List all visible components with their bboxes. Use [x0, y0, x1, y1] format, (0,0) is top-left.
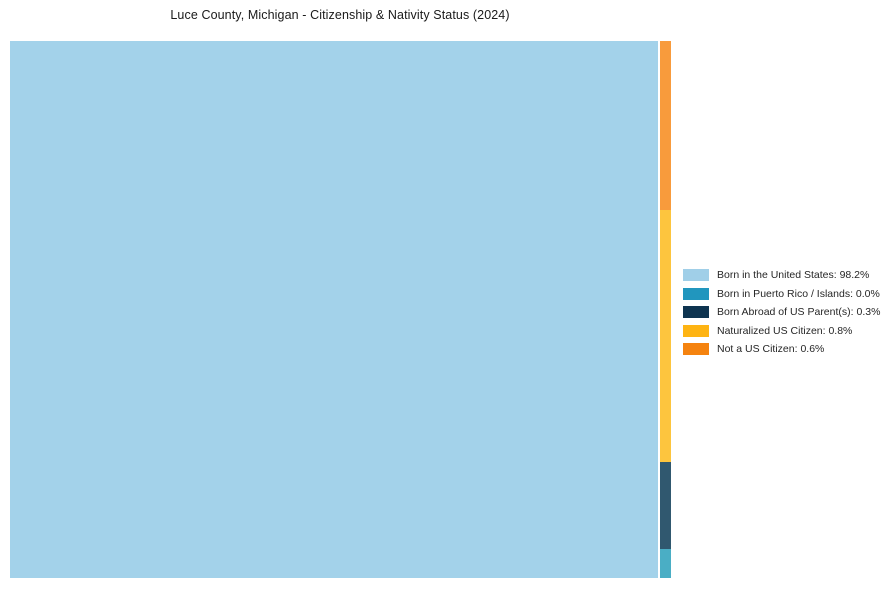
treemap-minor-strip	[659, 41, 671, 578]
treemap-segment-born-abroad-of-us-parent-s	[659, 461, 671, 549]
legend-item-naturalized-us-citizen: Naturalized US Citizen: 0.8%	[683, 322, 880, 341]
legend-label: Born in the United States: 98.2%	[717, 269, 870, 282]
legend-swatch-icon	[683, 269, 709, 282]
treemap-segment-naturalized-us-citizen	[659, 210, 671, 462]
treemap-segment-not-a-us-citizen	[659, 41, 671, 211]
legend-item-born-in-puerto-rico-islands: Born in Puerto Rico / Islands: 0.0%	[683, 285, 880, 304]
legend-label: Naturalized US Citizen: 0.8%	[717, 324, 853, 337]
legend: Born in the United States: 98.2% Born in …	[683, 266, 880, 359]
legend-swatch-icon	[683, 306, 709, 319]
legend-item-born-abroad-of-us-parent-s: Born Abroad of US Parent(s): 0.3%	[683, 303, 880, 322]
legend-label: Not a US Citizen: 0.6%	[717, 343, 825, 356]
legend-swatch-icon	[683, 324, 709, 337]
treemap-segment-born-in-puerto-rico-islands	[659, 548, 671, 578]
legend-label: Born in Puerto Rico / Islands: 0.0%	[717, 287, 880, 300]
legend-swatch-icon	[683, 287, 709, 300]
legend-swatch-icon	[683, 343, 709, 356]
treemap-segment-born-in-the-united-states	[10, 41, 658, 578]
chart-title: Luce County, Michigan - Citizenship & Na…	[170, 8, 510, 22]
legend-label: Born Abroad of US Parent(s): 0.3%	[717, 306, 881, 319]
legend-item-born-in-the-united-states: Born in the United States: 98.2%	[683, 266, 880, 285]
legend-item-not-a-us-citizen: Not a US Citizen: 0.6%	[683, 340, 880, 359]
